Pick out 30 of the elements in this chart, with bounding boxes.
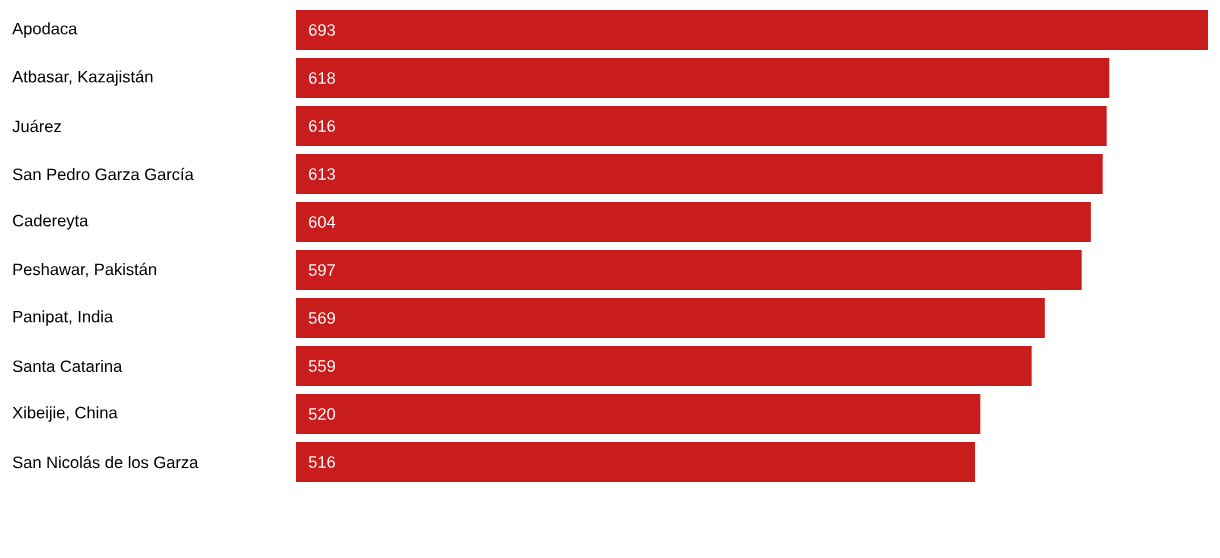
data-label: 616 [309,120,336,132]
bar [296,106,1107,147]
data-label: 613 [309,168,336,180]
bar [296,442,976,483]
bar [296,10,1208,51]
y-tick-label: Cadereyta [13,214,89,230]
y-tick-label: Panipat, India [13,310,114,326]
bar [296,154,1103,195]
bar [296,202,1091,243]
data-label: 604 [309,216,336,228]
y-tick-label: San Pedro Garza García [12,167,194,181]
y-tick-label: Atbasar, Kazajistán [12,70,153,86]
bar [296,298,1045,339]
y-tick-label: Peshawar, Pakistán [13,262,157,278]
data-label: 516 [308,456,336,468]
bar [296,346,1032,387]
bar [296,58,1110,99]
data-label: 520 [308,408,336,420]
data-label: 597 [308,264,335,276]
y-tick-label: Santa Catarina [12,359,123,373]
data-label: 569 [308,312,335,324]
y-tick-label: Juárez [12,119,61,133]
y-tick-label: Apodaca [12,22,78,38]
data-label: 693 [309,24,336,36]
y-tick-label: San Nicolás de los Garza [12,455,199,469]
y-tick-label: Xibeijie, China [12,406,118,422]
data-label: 618 [309,72,336,84]
bar [296,250,1082,291]
data-label: 559 [308,360,335,372]
bar [296,394,981,435]
